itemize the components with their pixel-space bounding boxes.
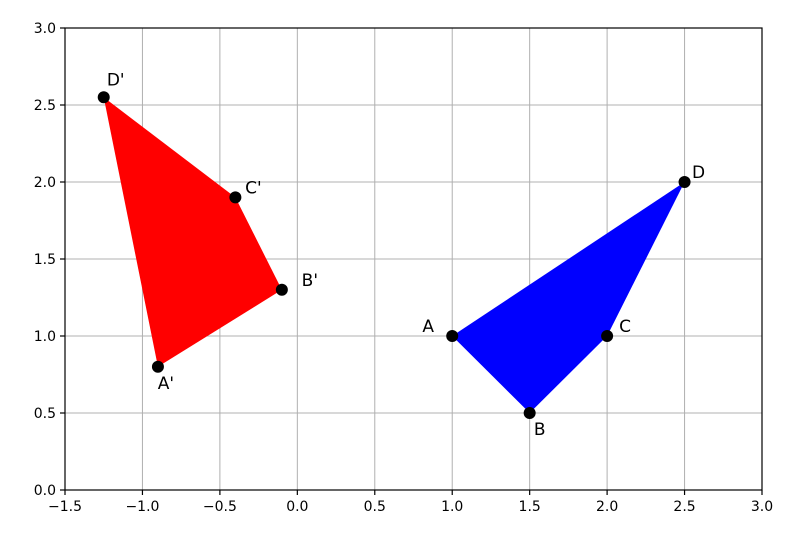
x-tick-label: 2.5 [673,499,695,515]
vertex-markers [97,91,691,419]
vertex-label: A [422,317,434,337]
vertex-label: B [534,420,546,440]
x-tick-label: 0.0 [286,499,308,515]
vertex-labels: A B C D A' B' C' D' [107,70,705,440]
x-tick-label: −1.0 [125,499,159,515]
x-tick-label: 1.5 [519,499,541,515]
vertex-point [446,330,459,342]
x-tick-label: −0.5 [203,499,237,515]
polygons [103,97,685,413]
y-tick-label: 1.5 [34,252,56,268]
vertex-point [523,407,536,419]
vertex-point [275,283,288,296]
vertex-point [601,330,614,342]
vertex-point [229,191,242,204]
y-tick-label: 3.0 [34,21,56,37]
vertex-point [678,176,691,188]
vertex-label: D' [107,70,125,90]
vertex-label: B' [302,271,318,291]
y-tick-label: 1.0 [34,329,56,345]
x-tick-label: 1.0 [441,499,463,515]
vertex-point [97,91,110,104]
x-tick-label: −1.5 [48,499,82,515]
polygon-2 [103,97,282,367]
y-tick-label: 0.5 [34,406,56,422]
y-tick-label: 0.0 [34,483,56,499]
vertex-point [151,360,164,373]
vertex-label: C' [245,178,262,198]
polygon-1 [452,182,685,413]
x-tick-label: 2.0 [596,499,618,515]
y-tick-label: 2.0 [34,175,56,191]
vertex-label: D [692,163,705,183]
axis-ticks: −1.5 −1.0 −0.5 0.0 0.5 1.0 1.5 2.0 2.5 3.0 0.0 0.5 1… [34,21,773,515]
vertex-label: A' [158,374,174,394]
x-tick-label: 3.0 [751,499,773,515]
y-tick-label: 2.5 [34,98,56,114]
vertex-label: C [619,317,631,337]
x-tick-label: 0.5 [364,499,386,515]
